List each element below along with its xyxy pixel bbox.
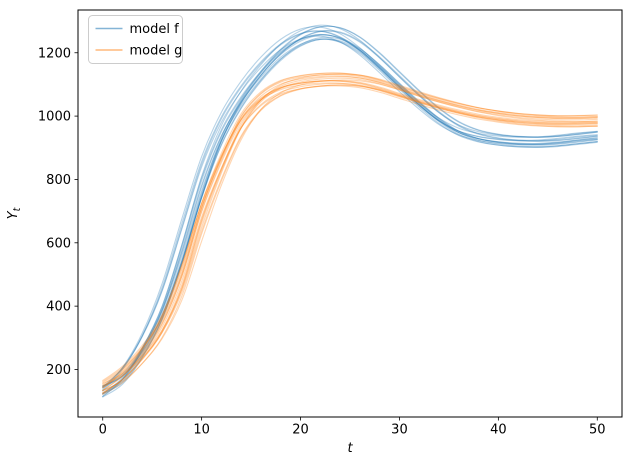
ensemble-line <box>102 79 598 391</box>
ensemble-line <box>102 30 598 387</box>
legend-label: model g <box>130 44 183 59</box>
ensemble-line <box>102 38 598 395</box>
ensemble-line <box>102 34 598 397</box>
x-tick-label: 50 <box>589 423 606 438</box>
ensemble-line <box>102 72 598 388</box>
legend-item-model-f: model f <box>95 22 180 37</box>
y-tick-label: 200 <box>46 363 71 378</box>
y-axis-label: Yt <box>6 206 23 219</box>
series-model-g <box>102 72 598 395</box>
ensemble-line <box>102 29 598 387</box>
ensemble-line <box>102 26 598 390</box>
plot-border <box>77 9 623 418</box>
ensemble-line <box>102 82 598 395</box>
ensemble-line <box>102 30 598 388</box>
legend-item-model-g: model g <box>95 44 183 59</box>
ensemble-line <box>102 73 598 385</box>
x-axis: 0 10 20 30 40 50 <box>99 417 606 438</box>
ensemble-line <box>102 30 598 392</box>
y-tick-label: 600 <box>46 236 71 251</box>
series-model-f <box>102 24 598 398</box>
ensemble-line <box>102 80 598 382</box>
ensemble-line <box>102 85 598 392</box>
ensemble-line <box>102 36 598 398</box>
legend-label: model f <box>130 22 180 37</box>
legend-box <box>88 15 183 64</box>
ensemble-line <box>102 84 598 387</box>
ensemble-line <box>102 82 598 389</box>
ensemble-line <box>102 38 598 394</box>
y-axis: 200 400 600 800 1000 1200 <box>38 46 78 378</box>
x-tick-label: 10 <box>193 423 210 438</box>
ensemble-line <box>102 25 598 392</box>
ensemble-line <box>102 33 598 397</box>
y-tick-label: 1200 <box>38 46 71 61</box>
ensemble-line <box>102 24 598 395</box>
axes-spines <box>77 9 623 418</box>
ensemble-line <box>102 76 598 394</box>
ensemble-line <box>102 72 598 386</box>
ensemble-line <box>102 77 598 394</box>
ensemble-line <box>102 38 598 389</box>
x-tick-label: 0 <box>99 423 107 438</box>
legend: model f model g <box>88 15 183 64</box>
ensemble-line <box>102 34 598 388</box>
ensemble-line <box>102 75 598 389</box>
x-tick-label: 20 <box>292 423 309 438</box>
ensemble-line <box>102 73 598 384</box>
ensemble-line <box>102 84 598 395</box>
ensemble-line <box>102 25 598 395</box>
ensemble-line <box>102 79 598 392</box>
ensemble-line <box>102 35 598 389</box>
x-tick-label: 40 <box>490 423 507 438</box>
x-axis-label: t <box>347 441 353 456</box>
series-layer <box>102 24 598 398</box>
y-tick-label: 800 <box>46 173 71 188</box>
x-tick-label: 30 <box>391 423 408 438</box>
y-tick-label: 400 <box>46 300 71 315</box>
y-tick-label: 1000 <box>38 110 71 125</box>
ensemble-line <box>102 80 598 383</box>
